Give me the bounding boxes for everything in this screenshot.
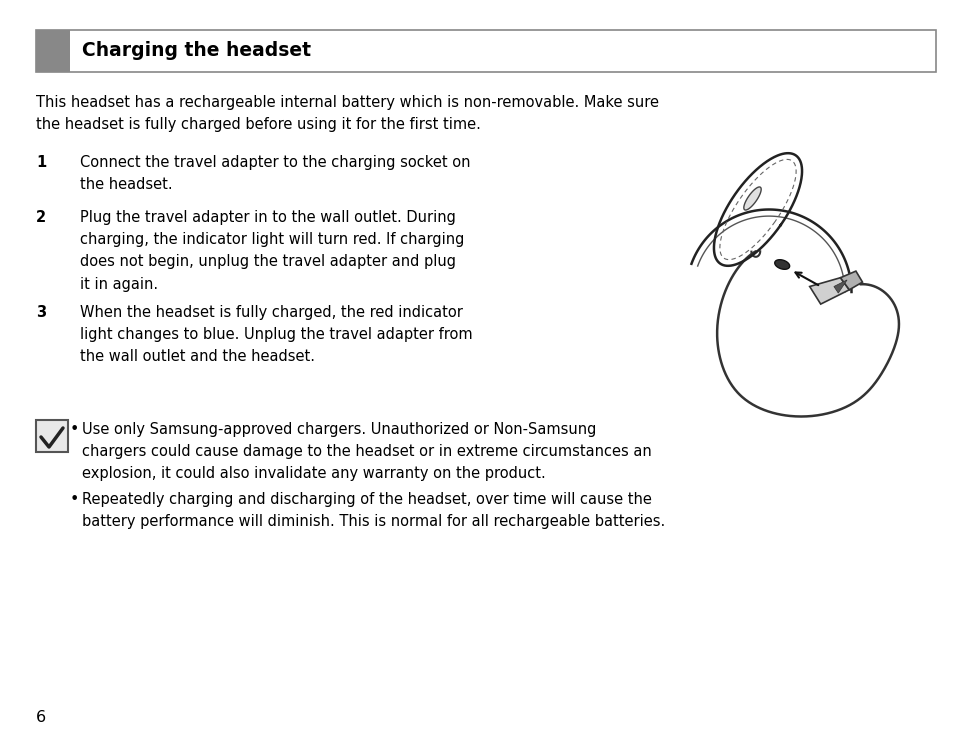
Text: Charging the headset: Charging the headset	[82, 42, 311, 61]
Polygon shape	[840, 271, 862, 290]
Polygon shape	[743, 187, 760, 210]
Text: Connect the travel adapter to the charging socket on
the headset.: Connect the travel adapter to the chargi…	[80, 155, 470, 192]
Bar	[36, 30, 70, 72]
Polygon shape	[713, 153, 801, 266]
Bar	[36, 30, 935, 72]
Text: Plug the travel adapter in to the wall outlet. During
charging, the indicator li: Plug the travel adapter in to the wall o…	[80, 210, 464, 292]
Bar	[36, 420, 68, 452]
Text: 3: 3	[36, 305, 46, 320]
Text: •: •	[70, 422, 79, 437]
Polygon shape	[809, 278, 848, 304]
Text: Repeatedly charging and discharging of the headset, over time will cause the
bat: Repeatedly charging and discharging of t…	[82, 492, 664, 529]
Text: 1: 1	[36, 155, 46, 170]
Text: •: •	[70, 492, 79, 507]
Polygon shape	[774, 260, 789, 269]
Text: 6: 6	[36, 710, 46, 725]
Bar	[36, 30, 935, 72]
Text: When the headset is fully charged, the red indicator
light changes to blue. Unpl: When the headset is fully charged, the r…	[80, 305, 472, 364]
Text: Use only Samsung-approved chargers. Unauthorized or Non-Samsung
chargers could c: Use only Samsung-approved chargers. Unau…	[82, 422, 651, 482]
Text: This headset has a rechargeable internal battery which is non-removable. Make su: This headset has a rechargeable internal…	[36, 95, 659, 132]
Polygon shape	[833, 280, 846, 293]
Text: 2: 2	[36, 210, 46, 225]
